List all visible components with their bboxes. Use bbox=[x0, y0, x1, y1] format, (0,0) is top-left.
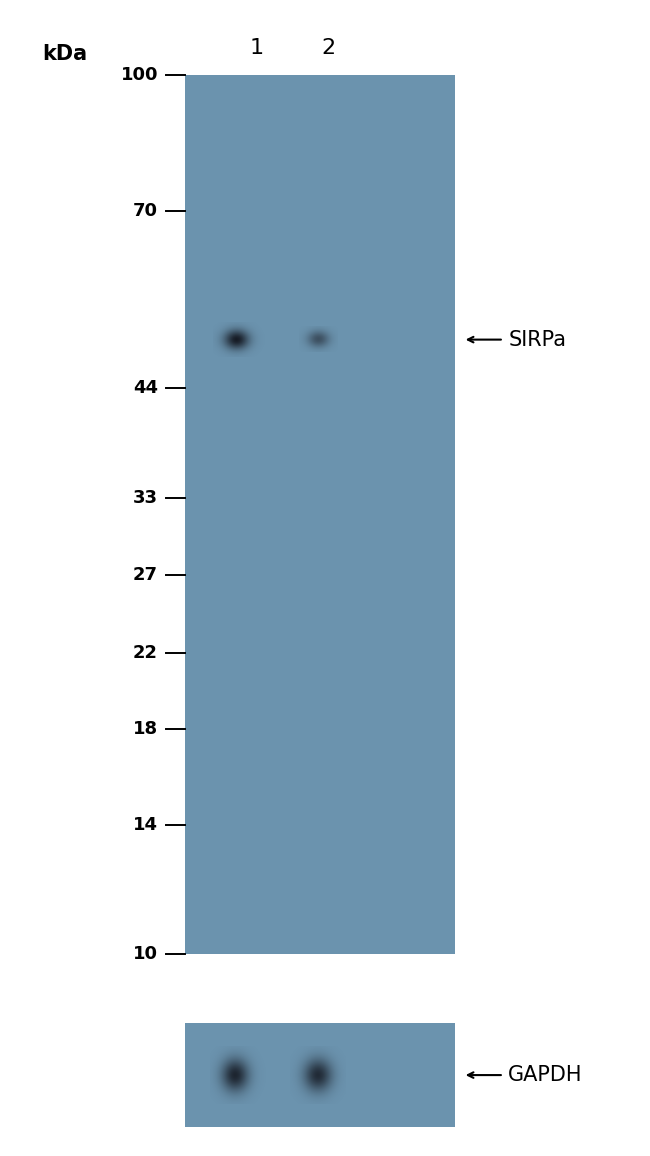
Text: GAPDH: GAPDH bbox=[508, 1065, 583, 1085]
Text: 44: 44 bbox=[133, 379, 158, 398]
Text: 100: 100 bbox=[120, 66, 158, 84]
Text: 33: 33 bbox=[133, 489, 158, 507]
Text: 18: 18 bbox=[133, 720, 158, 739]
Text: kDa: kDa bbox=[42, 44, 88, 64]
Bar bbox=[185, 75, 455, 954]
Text: 10: 10 bbox=[133, 944, 158, 963]
Text: 2: 2 bbox=[321, 38, 335, 58]
Text: 14: 14 bbox=[133, 816, 158, 835]
Bar bbox=[185, 1023, 455, 1127]
Text: 27: 27 bbox=[133, 565, 158, 584]
Text: 70: 70 bbox=[133, 202, 158, 221]
Text: SIRPa: SIRPa bbox=[508, 329, 566, 349]
Text: 22: 22 bbox=[133, 644, 158, 662]
Text: 1: 1 bbox=[250, 38, 264, 58]
